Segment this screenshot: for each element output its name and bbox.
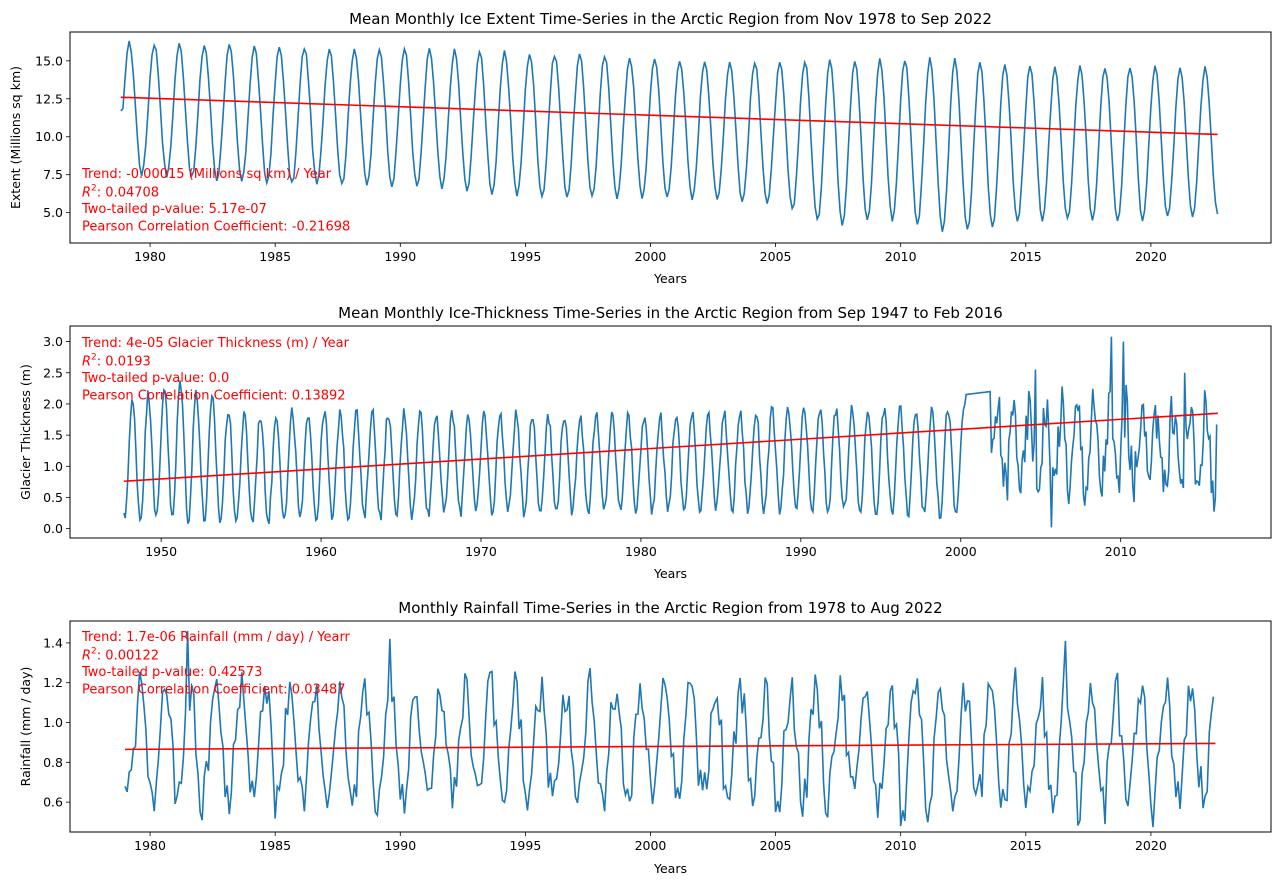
y-tick-label: 1.4 bbox=[43, 635, 63, 650]
plot-frame bbox=[69, 31, 1272, 244]
y-tick-label: 0.8 bbox=[43, 755, 63, 770]
y-tick-label: 7.5 bbox=[43, 167, 63, 182]
x-tick-label: 1990 bbox=[785, 544, 817, 559]
chart-title: Monthly Rainfall Time-Series in the Arct… bbox=[398, 599, 942, 617]
x-tick-label: 1950 bbox=[145, 544, 177, 559]
x-tick-label: 2015 bbox=[1010, 249, 1042, 264]
x-tick-label: 1980 bbox=[134, 838, 166, 853]
x-tick-label: 2015 bbox=[1010, 838, 1042, 853]
chart-panel-2: Mean Monthly Ice-Thickness Time-Series i… bbox=[18, 304, 1272, 581]
chart-panel-3: Monthly Rainfall Time-Series in the Arct… bbox=[18, 599, 1272, 876]
y-tick-label: 1.0 bbox=[43, 715, 63, 730]
y-tick-label: 0.5 bbox=[43, 490, 63, 505]
y-tick-label: 1.0 bbox=[43, 459, 63, 474]
y-tick-label: 10.0 bbox=[35, 129, 63, 144]
r-superscript: 2 bbox=[91, 647, 97, 657]
x-axis-label: Years bbox=[653, 271, 687, 286]
chart-title: Mean Monthly Ice Extent Time-Series in t… bbox=[349, 10, 992, 28]
r2-value: : 0.0193 bbox=[97, 355, 151, 370]
x-tick-label: 2010 bbox=[885, 838, 917, 853]
x-tick-label: 1990 bbox=[384, 249, 416, 264]
annotation-pvalue: Two-tailed p-value: 0.0 bbox=[81, 371, 229, 386]
x-tick-label: 1970 bbox=[465, 544, 497, 559]
y-tick-label: 5.0 bbox=[43, 205, 63, 220]
annotation-trend: Trend: -0.00015 (Millions sq km) / Year bbox=[81, 167, 332, 182]
annotation-pearson: Pearson Correlation Coefficient: -0.2169… bbox=[82, 220, 350, 235]
r-symbol: R bbox=[82, 649, 91, 664]
x-axis-label: Years bbox=[653, 566, 687, 581]
y-tick-label: 1.2 bbox=[43, 675, 63, 690]
data-series-line bbox=[124, 630, 1215, 828]
annotation-r2: R2: 0.0193 bbox=[82, 353, 151, 370]
x-tick-label: 2000 bbox=[635, 249, 667, 264]
y-axis-label: Rainfall (mm / day) bbox=[18, 667, 33, 787]
annotation-pearson: Pearson Correlation Coefficient: 0.03487 bbox=[82, 683, 346, 698]
x-tick-label: 1960 bbox=[305, 544, 337, 559]
trend-line bbox=[125, 742, 1216, 751]
y-tick-label: 1.5 bbox=[43, 428, 63, 443]
x-tick-label: 1985 bbox=[259, 838, 291, 853]
y-tick-label: 0.0 bbox=[43, 521, 63, 536]
y-tick-label: 15.0 bbox=[35, 53, 63, 68]
r-superscript: 2 bbox=[91, 184, 97, 194]
y-axis-label: Glacier Thickness (m) bbox=[18, 364, 33, 500]
y-axis-label: Extent (Millions sq km) bbox=[8, 66, 23, 209]
x-axis-label: Years bbox=[653, 861, 687, 876]
x-tick-label: 2000 bbox=[635, 838, 667, 853]
y-tick-label: 0.6 bbox=[43, 795, 63, 810]
trend-line bbox=[123, 412, 1218, 483]
chart-panel-1: Mean Monthly Ice Extent Time-Series in t… bbox=[8, 10, 1272, 286]
annotation-r2: R2: 0.00122 bbox=[82, 647, 159, 664]
r-symbol: R bbox=[82, 186, 91, 201]
annotation-r2: R2: 0.04708 bbox=[82, 184, 159, 201]
plot-frame bbox=[69, 620, 1272, 833]
annotation-pvalue: Two-tailed p-value: 5.17e-07 bbox=[81, 202, 267, 217]
r2-value: : 0.04708 bbox=[97, 186, 159, 201]
x-tick-label: 1985 bbox=[259, 249, 291, 264]
annotation-trend: Trend: 1.7e-06 Rainfall (mm / day) / Yea… bbox=[81, 630, 351, 645]
x-tick-label: 2000 bbox=[945, 544, 977, 559]
x-tick-label: 2010 bbox=[1105, 544, 1137, 559]
data-series-line bbox=[120, 40, 1219, 232]
x-tick-label: 2010 bbox=[885, 249, 917, 264]
x-tick-label: 2020 bbox=[1135, 249, 1167, 264]
annotation-pvalue: Two-tailed p-value: 0.42573 bbox=[81, 665, 262, 680]
y-tick-label: 12.5 bbox=[35, 91, 63, 106]
x-tick-label: 2020 bbox=[1135, 838, 1167, 853]
x-tick-label: 1980 bbox=[134, 249, 166, 264]
data-series-line bbox=[123, 336, 1218, 528]
trend-line bbox=[120, 96, 1218, 136]
r-superscript: 2 bbox=[91, 353, 97, 363]
r2-value: : 0.00122 bbox=[97, 649, 159, 664]
y-tick-label: 2.5 bbox=[43, 365, 63, 380]
x-tick-label: 1995 bbox=[509, 249, 541, 264]
annotation-pearson: Pearson Correlation Coefficient: 0.13892 bbox=[82, 389, 346, 404]
y-tick-label: 2.0 bbox=[43, 396, 63, 411]
x-tick-label: 1980 bbox=[625, 544, 657, 559]
plot-frame bbox=[69, 325, 1272, 539]
y-tick-label: 3.0 bbox=[43, 334, 63, 349]
x-tick-label: 1995 bbox=[509, 838, 541, 853]
chart-title: Mean Monthly Ice-Thickness Time-Series i… bbox=[338, 304, 1003, 322]
x-tick-label: 2005 bbox=[760, 838, 792, 853]
annotation-trend: Trend: 4e-05 Glacier Thickness (m) / Yea… bbox=[81, 336, 350, 351]
x-tick-label: 1990 bbox=[384, 838, 416, 853]
x-tick-label: 2005 bbox=[760, 249, 792, 264]
r-symbol: R bbox=[82, 355, 91, 370]
